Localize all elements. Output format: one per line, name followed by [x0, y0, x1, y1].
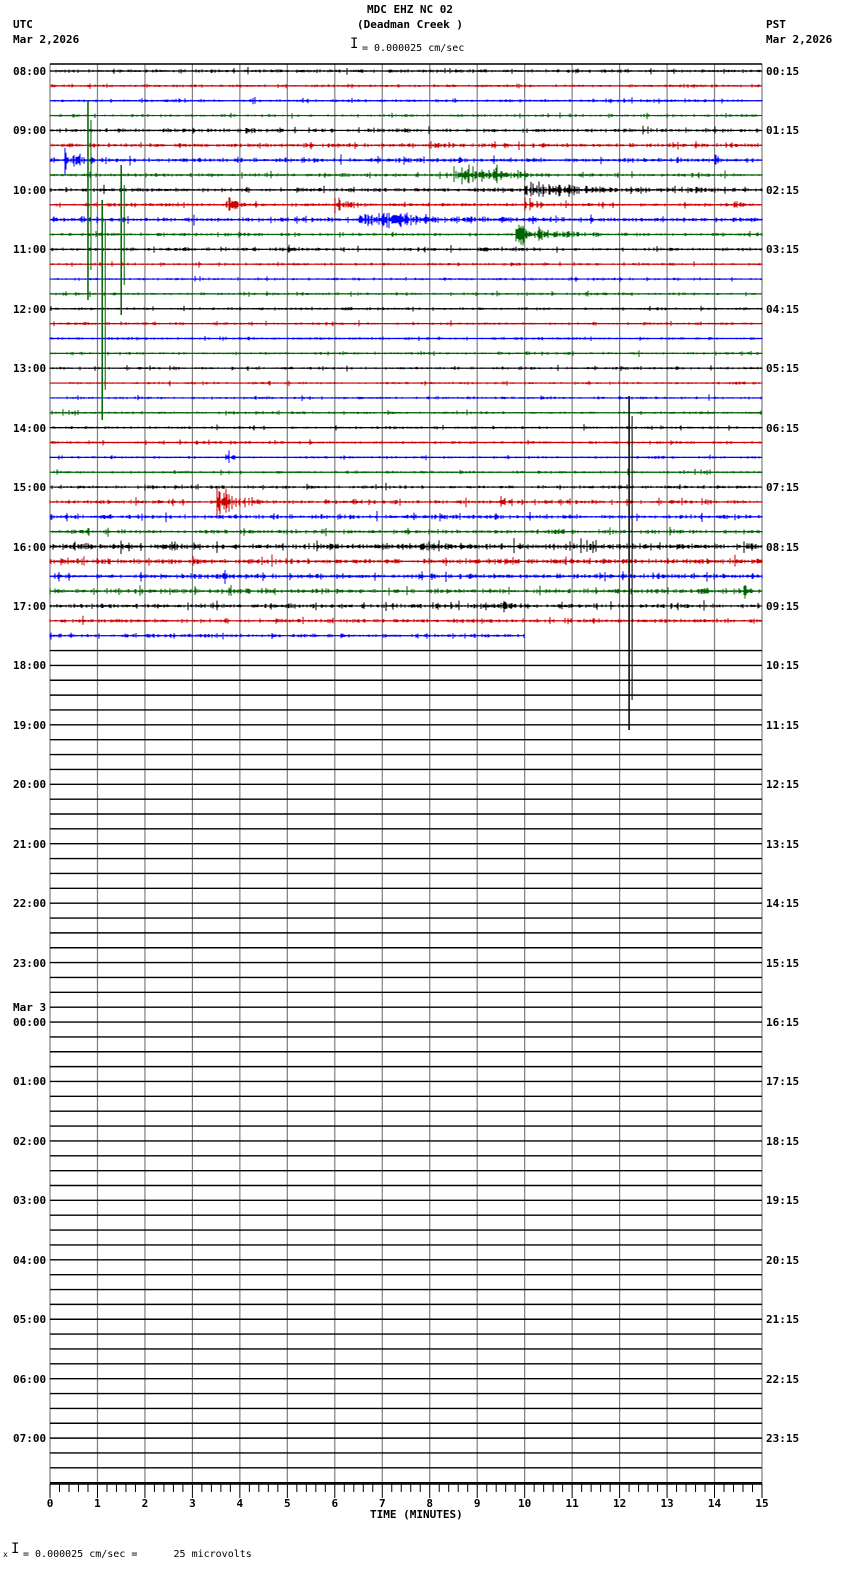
pst-label: 09:15 [766, 599, 800, 613]
utc-label: 13:00 [13, 362, 47, 376]
right-timezone: PST [766, 18, 786, 31]
x-tick-label: 0 [46, 1497, 54, 1510]
utc-label: 21:00 [13, 837, 47, 851]
footer-prefix: x [3, 1550, 8, 1559]
x-tick-label: 9 [473, 1497, 481, 1510]
utc-label: 16:00 [13, 540, 47, 554]
utc-label: 23:00 [13, 956, 47, 970]
utc-label: 11:00 [13, 243, 47, 257]
utc-label: 17:00 [13, 599, 47, 613]
utc-label: 20:00 [13, 778, 47, 792]
scale-label: = 0.000025 cm/sec [362, 43, 465, 54]
pst-label: 02:15 [766, 183, 800, 197]
utc-label: 03:00 [13, 1194, 47, 1208]
x-tick-label: 12 [612, 1497, 627, 1510]
utc-label: 07:00 [13, 1432, 47, 1446]
date-change-label: Mar 3 [13, 1001, 47, 1015]
station-title: MDC EHZ NC 02 [366, 3, 454, 16]
utc-label: 15:00 [13, 481, 47, 495]
pst-label: 21:15 [766, 1313, 800, 1327]
pst-label: 00:15 [766, 65, 800, 78]
x-tick-label: 5 [284, 1497, 291, 1510]
utc-label: 19:00 [13, 718, 47, 732]
utc-label: 18:00 [13, 659, 47, 673]
x-tick-label: 10 [518, 1497, 532, 1510]
pst-label: 13:15 [766, 837, 800, 851]
pst-label: 04:15 [766, 302, 800, 316]
utc-label: 08:00 [13, 65, 47, 78]
scale-bar-icon: I [350, 36, 359, 52]
utc-label: 01:00 [13, 1075, 47, 1089]
pst-label: 03:15 [766, 243, 800, 257]
left-timezone: UTC [13, 18, 33, 31]
x-tick-label: 6 [331, 1497, 339, 1510]
pst-label: 15:15 [766, 956, 800, 970]
pst-label: 01:15 [766, 124, 800, 138]
x-tick-label: 1 [94, 1497, 101, 1510]
x-tick-label: 3 [189, 1497, 196, 1510]
x-axis-label: TIME (MINUTES) [370, 1508, 463, 1521]
pst-label: 06:15 [766, 421, 800, 435]
x-tick-label: 13 [660, 1497, 674, 1510]
footer-scale-bar-icon: I [11, 1541, 20, 1557]
pst-label: 16:15 [766, 1016, 800, 1030]
pst-label: 08:15 [766, 540, 800, 554]
utc-label: 06:00 [13, 1372, 47, 1386]
utc-label: 04:00 [13, 1253, 47, 1267]
x-tick-label: 15 [755, 1497, 769, 1510]
utc-label: 09:00 [13, 124, 47, 138]
site-name: (Deadman Creek ) [357, 18, 463, 31]
pst-label: 20:15 [766, 1253, 800, 1267]
x-tick-label: 7 [378, 1497, 386, 1510]
pst-label: 12:15 [766, 778, 800, 792]
utc-label: 22:00 [13, 897, 47, 911]
utc-label: 00:00 [13, 1016, 47, 1030]
pst-label: 05:15 [766, 362, 800, 376]
pst-label: 18:15 [766, 1134, 800, 1148]
x-tick-label: 4 [236, 1497, 244, 1510]
utc-label: 10:00 [13, 183, 47, 197]
x-tick-label: 2 [141, 1497, 149, 1510]
x-tick-label: 11 [565, 1497, 579, 1510]
x-tick-label: 14 [707, 1497, 722, 1510]
x-tick-label: 8 [426, 1497, 434, 1510]
utc-label: 02:00 [13, 1134, 47, 1148]
pst-label: 23:15 [766, 1432, 800, 1446]
pst-label: 19:15 [766, 1194, 800, 1208]
right-date: Mar 2,2026 [766, 33, 833, 46]
pst-label: 14:15 [766, 897, 800, 911]
utc-label: 05:00 [13, 1313, 47, 1327]
pst-label: 11:15 [766, 718, 800, 732]
utc-label: 12:00 [13, 302, 47, 316]
pst-label: 22:15 [766, 1372, 800, 1386]
pst-label: 07:15 [766, 481, 800, 495]
left-date: Mar 2,2026 [13, 33, 80, 46]
pst-label: 17:15 [766, 1075, 800, 1089]
footer-scale-note: = 0.000025 cm/sec = 25 microvolts [23, 1549, 252, 1560]
utc-label: 14:00 [13, 421, 47, 435]
pst-label: 10:15 [766, 659, 800, 673]
